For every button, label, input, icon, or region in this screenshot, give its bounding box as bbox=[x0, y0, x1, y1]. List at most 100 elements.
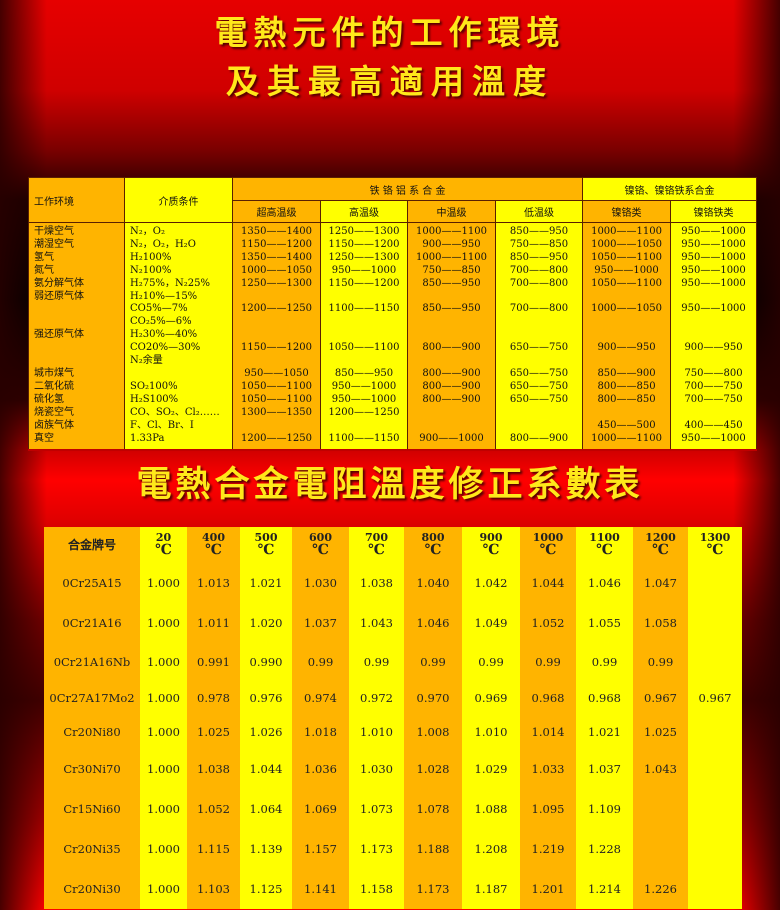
coefficient-cell: 1.069 bbox=[292, 789, 349, 829]
temperature-range-cell bbox=[232, 316, 321, 330]
header-temperature: 20 ℃ bbox=[140, 527, 187, 563]
header-medium: 介质条件 bbox=[124, 177, 233, 223]
alloy-name-cell: 0Cr21A16Nb bbox=[44, 643, 140, 681]
table-row: CO5%—7% 1200——1250 1100——1150 850——950 700——… bbox=[28, 303, 758, 317]
temperature-range-cell: 1050——1100 bbox=[232, 380, 321, 394]
temperature-range-cell: 800——900 bbox=[494, 432, 584, 452]
header-temperature: 500 ℃ bbox=[240, 527, 292, 563]
alloy-name-cell: Cr20Ni35 bbox=[44, 829, 140, 869]
temperature-range-cell: 900——950 bbox=[670, 342, 758, 356]
table-row: 0Cr21A16Nb 1.000 0.991 0.990 0.99 0.99 0.99 0.9… bbox=[44, 643, 742, 681]
temperature-range-cell: 750——850 bbox=[494, 238, 584, 252]
medium-cell: H₂100% bbox=[124, 251, 233, 265]
temperature-range-cell: 850——950 bbox=[494, 251, 584, 265]
temperature-range-cell: 950——1000 bbox=[582, 264, 672, 278]
medium-cell: 1.33Pa bbox=[124, 432, 233, 452]
temperature-range-cell: 950——1000 bbox=[670, 264, 758, 278]
temperature-range-cell: 950——1000 bbox=[320, 264, 408, 278]
medium-cell: CO、SO₂、Cl₂…… bbox=[124, 406, 233, 420]
unit-celsius: ℃ bbox=[424, 542, 442, 558]
coefficient-cell bbox=[688, 643, 742, 681]
temperature-range-cell: 700——800 bbox=[494, 264, 584, 278]
temperature-range-cell: 1250——1300 bbox=[320, 251, 408, 265]
coefficient-cell: 1.214 bbox=[576, 869, 633, 909]
temperature-range-cell: 800——900 bbox=[407, 367, 496, 381]
environment-cell bbox=[28, 303, 125, 317]
header-temperature: 1100 ℃ bbox=[576, 527, 633, 563]
temperature-range-cell: 1050——1100 bbox=[582, 277, 672, 291]
coefficient-cell: 1.037 bbox=[576, 749, 633, 789]
coefficient-cell: 1.115 bbox=[187, 829, 240, 869]
temperature-range-cell: 1100——1150 bbox=[320, 303, 408, 317]
environment-temperature-table: 工作环境 介质条件 铁 铬 铝 系 合 金 镍铬、镍铬铁系合金 超高温级 高温级中… bbox=[28, 177, 758, 452]
environment-cell: 弱还原气体 bbox=[28, 290, 125, 304]
coefficient-cell: 0.991 bbox=[187, 643, 240, 681]
coefficient-cell: 0.969 bbox=[462, 681, 520, 715]
table-row: N₂余量 bbox=[28, 355, 758, 368]
coefficient-cell: 0.976 bbox=[240, 681, 292, 715]
medium-cell: N₂，O₂ bbox=[124, 222, 233, 239]
temperature-range-cell bbox=[494, 329, 584, 343]
unit-celsius: ℃ bbox=[368, 542, 385, 558]
temperature-range-cell: 650——750 bbox=[494, 342, 584, 356]
medium-cell: N₂100% bbox=[124, 264, 233, 278]
coefficient-cell: 0.99 bbox=[576, 643, 633, 681]
coefficient-cell: 1.046 bbox=[404, 603, 462, 643]
medium-cell: CO20%—30% bbox=[124, 342, 233, 356]
temperature-range-cell bbox=[320, 316, 408, 330]
coefficient-cell bbox=[688, 749, 742, 789]
coefficient-cell: 1.030 bbox=[292, 563, 349, 603]
coefficient-cell: 1.064 bbox=[240, 789, 292, 829]
temperature-range-cell bbox=[320, 329, 408, 343]
temperature-range-cell: 950——1000 bbox=[320, 393, 408, 407]
temperature-range-cell: 1050——1100 bbox=[320, 342, 408, 356]
coefficient-cell: 1.000 bbox=[140, 643, 187, 681]
unit-celsius: ℃ bbox=[596, 542, 613, 558]
coefficient-cell: 1.000 bbox=[140, 603, 187, 643]
environment-cell: 干燥空气 bbox=[28, 222, 125, 239]
coefficient-cell: 1.000 bbox=[140, 789, 187, 829]
coefficient-cell: 1.033 bbox=[520, 749, 576, 789]
unit-celsius: ℃ bbox=[205, 542, 222, 558]
coefficient-cell: 1.125 bbox=[240, 869, 292, 909]
coefficient-cell: 0.968 bbox=[520, 681, 576, 715]
temperature-range-cell: 900——950 bbox=[582, 342, 672, 356]
unit-celsius: ℃ bbox=[482, 542, 500, 558]
coefficient-cell: 1.058 bbox=[633, 603, 688, 643]
coefficient-cell: 1.029 bbox=[462, 749, 520, 789]
medium-cell: H₂10%—15% bbox=[124, 290, 233, 304]
coefficient-cell: 1.088 bbox=[462, 789, 520, 829]
table-row: 弱还原气体 H₂10%—15% bbox=[28, 290, 758, 304]
unit-celsius: ℃ bbox=[539, 542, 557, 558]
temperature-range-cell: 1000——1050 bbox=[582, 303, 672, 317]
environment-cell: 氮气 bbox=[28, 264, 125, 278]
temperature-range-cell bbox=[407, 329, 496, 343]
coefficient-cell: 1.020 bbox=[240, 603, 292, 643]
unit-celsius: ℃ bbox=[652, 542, 669, 558]
coefficient-cell bbox=[688, 869, 742, 909]
coefficient-cell bbox=[688, 603, 742, 643]
temperature-range-cell: 650——750 bbox=[494, 393, 584, 407]
coefficient-cell: 1.021 bbox=[240, 563, 292, 603]
temperature-range-cell: 1150——1200 bbox=[320, 238, 408, 252]
temperature-range-cell bbox=[407, 419, 496, 433]
temperature-range-cell: 950——1000 bbox=[670, 222, 758, 239]
temperature-value: 600 bbox=[309, 531, 332, 544]
coefficient-cell: 1.173 bbox=[349, 829, 404, 869]
table-row: 干燥空气 N₂，O₂ 1350——1400 1250——1300 1000——1100 8… bbox=[28, 222, 758, 239]
temperature-range-cell bbox=[494, 316, 584, 330]
table-row: 硫化氢 H₂S100% 1050——1100 950——1000 800——900 650… bbox=[28, 393, 758, 407]
temperature-value: 800 bbox=[421, 531, 445, 544]
table-row: 强还原气体 H₂30%—40% bbox=[28, 329, 758, 343]
unit-celsius: ℃ bbox=[257, 542, 275, 558]
coefficient-cell bbox=[688, 789, 742, 829]
header-temperature: 1300 ℃ bbox=[688, 527, 742, 563]
coefficient-cell: 1.228 bbox=[576, 829, 633, 869]
temperature-range-cell: 1000——1050 bbox=[582, 238, 672, 252]
coefficient-cell: 1.043 bbox=[633, 749, 688, 789]
coefficient-cell: 0.978 bbox=[187, 681, 240, 715]
temperature-value: 500 bbox=[254, 531, 278, 544]
environment-cell: 烧瓷空气 bbox=[28, 406, 125, 420]
temperature-range-cell: 800——900 bbox=[407, 342, 496, 356]
coefficient-cell: 1.044 bbox=[240, 749, 292, 789]
